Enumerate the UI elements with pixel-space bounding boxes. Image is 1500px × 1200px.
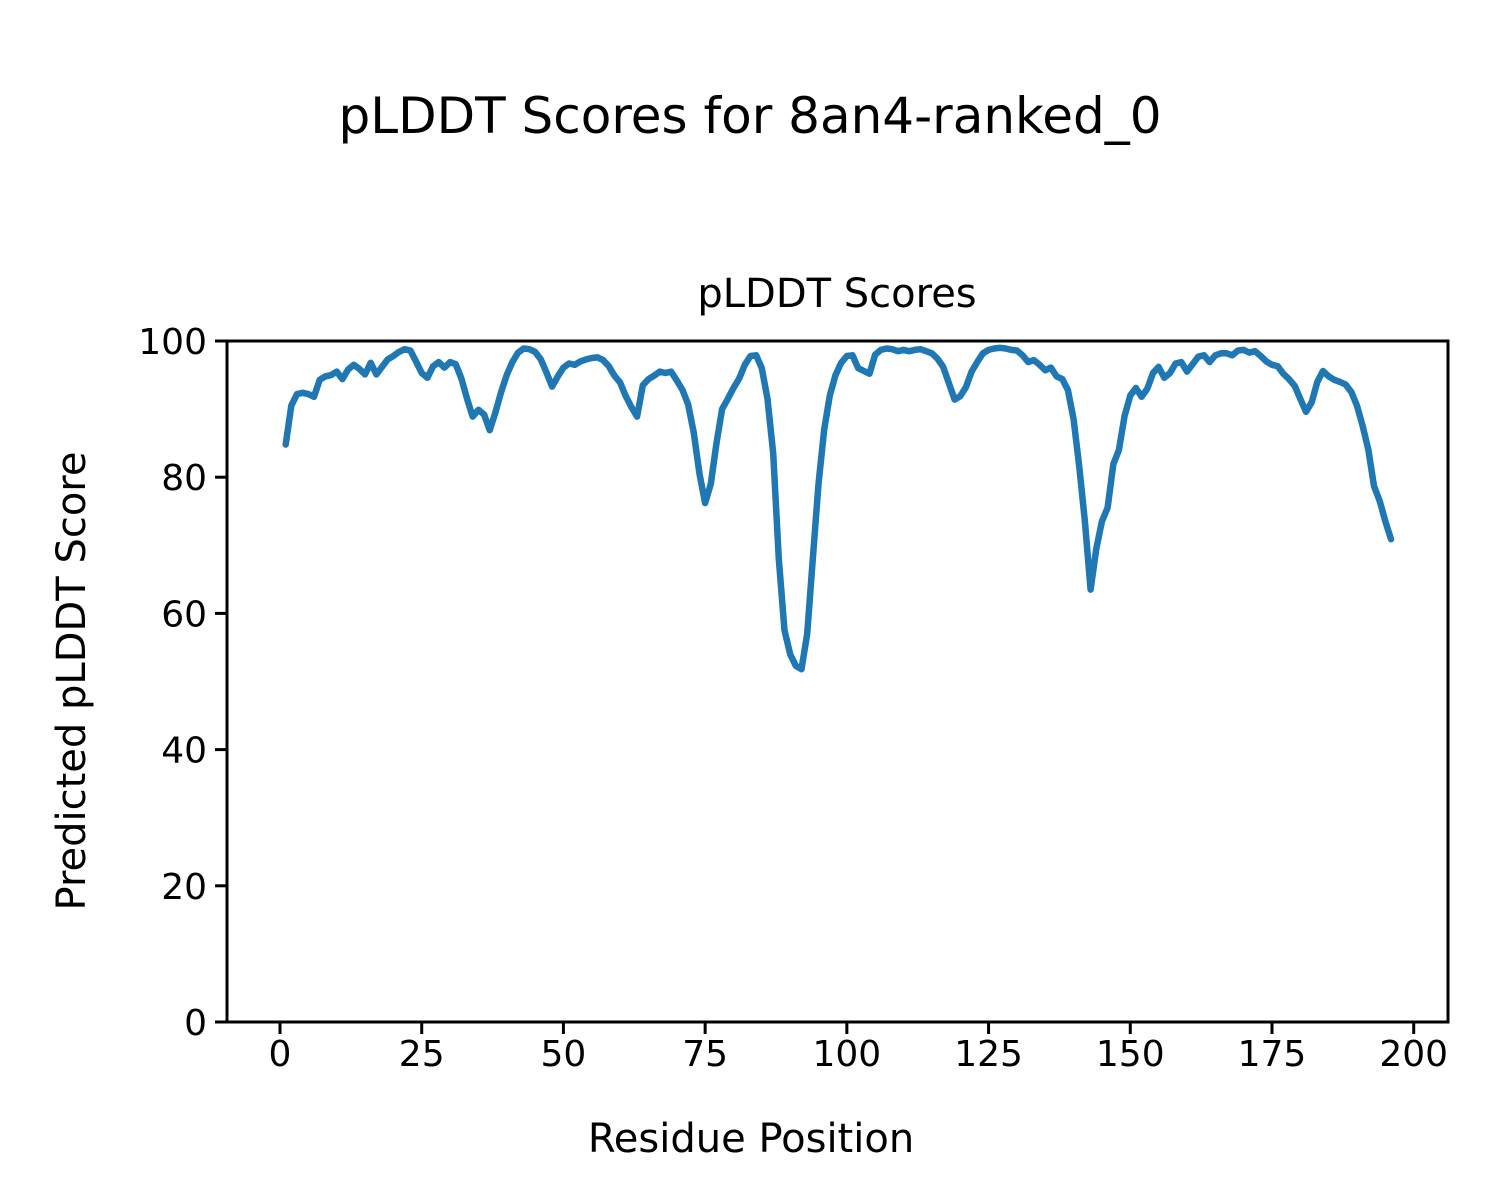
y-tick-label: 40 xyxy=(161,731,207,772)
y-axis-label: Predicted pLDDT Score xyxy=(49,452,95,911)
x-tick-label: 200 xyxy=(1379,1034,1448,1075)
x-axis: 0 25 50 75 100 125 150 175 200 xyxy=(269,1022,1448,1075)
x-tick-label: 150 xyxy=(1096,1034,1165,1075)
y-tick-label: 60 xyxy=(161,594,207,635)
plddt-line xyxy=(282,344,1395,673)
x-tick-label: 25 xyxy=(399,1034,445,1075)
x-axis-label: Residue Position xyxy=(588,1116,914,1162)
axes-title: pLDDT Scores xyxy=(697,271,976,317)
x-tick-label: 100 xyxy=(812,1034,881,1075)
plot-spines xyxy=(225,339,1450,1024)
x-tick-label: 0 xyxy=(269,1034,292,1075)
y-tick-label: 80 xyxy=(161,458,207,499)
x-tick-label: 125 xyxy=(954,1034,1023,1075)
figure-suptitle: pLDDT Scores for 8an4-ranked_0 xyxy=(338,87,1161,145)
y-tick-label: 20 xyxy=(161,867,207,908)
x-tick-label: 50 xyxy=(541,1034,587,1075)
y-tick-label: 0 xyxy=(184,1003,207,1044)
y-axis: 0 20 40 60 80 100 xyxy=(138,322,227,1044)
x-tick-label: 75 xyxy=(682,1034,728,1075)
y-tick-label: 100 xyxy=(138,322,207,363)
x-tick-label: 175 xyxy=(1238,1034,1307,1075)
